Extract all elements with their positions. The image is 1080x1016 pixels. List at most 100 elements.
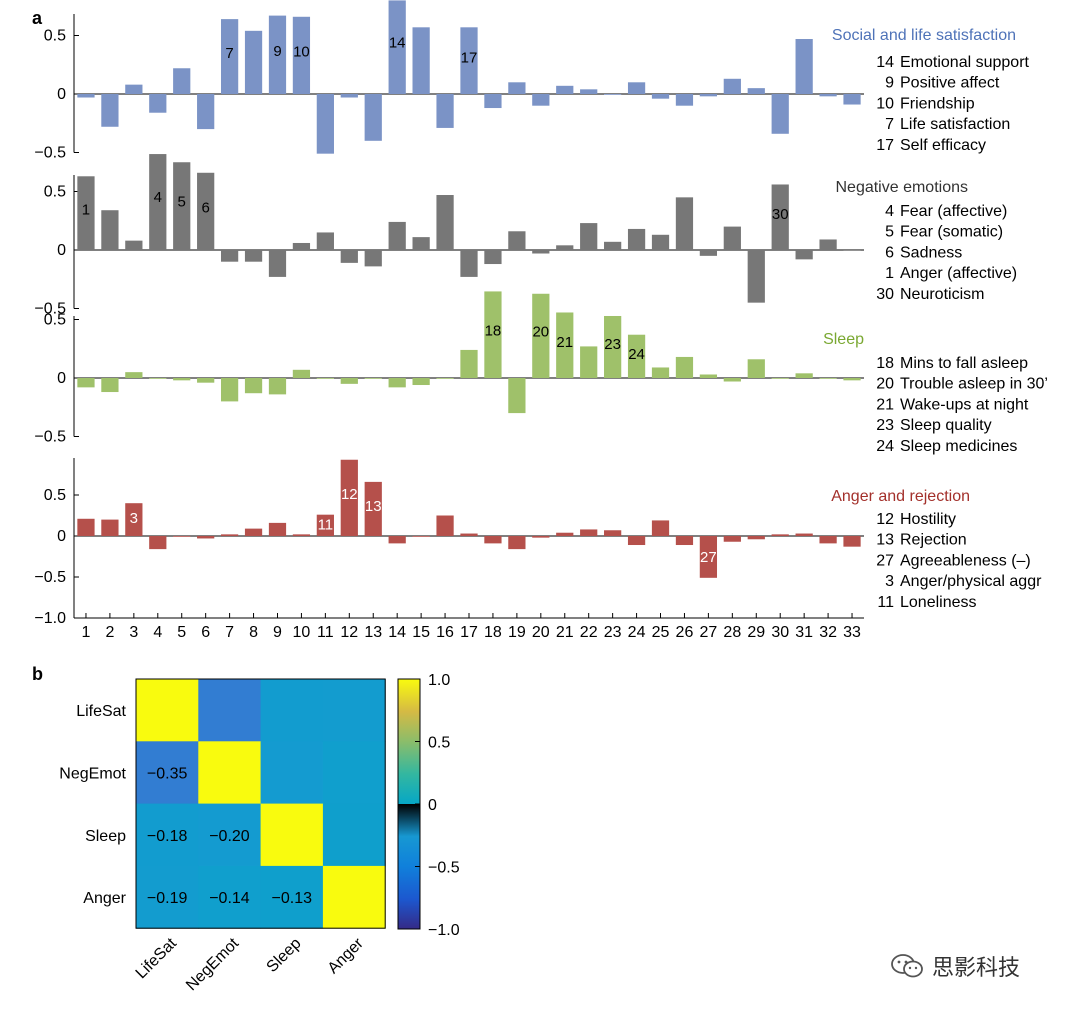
bar-28 — [723, 378, 741, 382]
bar-18 — [484, 536, 502, 544]
x-tick-label: 30 — [771, 624, 789, 641]
bar-label-11: 11 — [318, 516, 334, 533]
bar-18 — [484, 291, 502, 378]
bar-28 — [723, 226, 741, 250]
bar-label-5: 5 — [178, 194, 186, 211]
legend-label: Mins to fall asleep — [900, 355, 1028, 372]
bar-8 — [244, 528, 263, 536]
bar-16 — [436, 94, 454, 128]
x-tick-label: 7 — [225, 624, 234, 641]
cell-value: −0.20 — [209, 828, 250, 845]
bar-5 — [173, 378, 191, 381]
colorbar-tick-label: 1.0 — [428, 672, 450, 689]
legend-label: Anger/physical aggr — [900, 573, 1042, 590]
bar-20 — [532, 293, 550, 378]
colorbar: 1.0 0.5 0 −0.5 −1.0 — [397, 672, 460, 939]
bar-label-10: 10 — [293, 44, 310, 61]
bar-11 — [316, 514, 334, 536]
legend-number: 20 — [876, 376, 894, 393]
bar-30 — [771, 534, 789, 536]
bar-13 — [364, 378, 382, 379]
legend-number: 24 — [876, 438, 894, 455]
x-tick-label: 31 — [795, 624, 813, 641]
bar-11 — [316, 378, 334, 379]
bar-31 — [795, 250, 813, 260]
bar-5 — [173, 536, 191, 537]
heatmap-cell — [198, 803, 262, 867]
bar-30 — [771, 184, 789, 250]
heatmap-cell — [136, 741, 199, 805]
col-label: Sleep — [264, 935, 305, 976]
bar-22 — [580, 529, 598, 536]
bar-13 — [364, 481, 382, 536]
x-tick-label: 32 — [819, 624, 837, 641]
legend-label: Positive affect — [900, 75, 1000, 92]
bar-27 — [699, 536, 718, 578]
y-tick-label: −0.5 — [34, 301, 66, 318]
bar-32 — [819, 536, 837, 544]
bar-17 — [460, 349, 478, 378]
bar-6 — [197, 378, 215, 383]
watermark-text: 思影科技 — [932, 956, 1021, 981]
y-tick-label: 0 — [57, 86, 66, 103]
panel-b-heatmap: −0.35−0.18 −0.20−0.19 −0.14 −0.13LifeSatNeg… — [59, 672, 459, 994]
legend-number: 14 — [876, 54, 894, 71]
x-tick-label: 4 — [153, 624, 162, 641]
bar-14 — [388, 536, 406, 544]
bar-29 — [747, 250, 765, 303]
y-tick-label: −0.5 — [34, 145, 66, 162]
bar-label-17: 17 — [461, 49, 478, 66]
bar-label-4: 4 — [154, 189, 162, 206]
legend-number: 11 — [877, 594, 894, 611]
bar-1 — [77, 378, 95, 388]
bar-23 — [604, 530, 622, 536]
bar-16 — [436, 515, 454, 536]
colorbar-tick-label: 0.5 — [428, 735, 450, 752]
col-label: LifeSat — [133, 935, 181, 983]
bar-14 — [388, 0, 406, 94]
colorbar-tick-label: 0 — [428, 797, 437, 814]
bar-7 — [220, 534, 239, 536]
x-tick-label: 18 — [484, 624, 502, 641]
bar-25 — [651, 234, 670, 250]
bar-label-23: 23 — [604, 336, 621, 353]
subplot-title: Anger and rejection — [831, 488, 970, 505]
cell-value: −0.13 — [272, 890, 313, 907]
bar-label-7: 7 — [225, 45, 233, 62]
legend-number: 10 — [876, 95, 894, 112]
bar-31 — [795, 373, 813, 378]
bar-label-13: 13 — [365, 498, 382, 515]
x-tick-label: 16 — [436, 624, 454, 641]
bar-13 — [364, 94, 382, 141]
row-label: NegEmot — [59, 765, 126, 782]
bar-label-21: 21 — [556, 334, 573, 351]
bar-12 — [340, 250, 358, 263]
heatmap-cell — [260, 679, 324, 742]
legend-label: Self efficacy — [900, 137, 986, 154]
legend-number: 13 — [876, 532, 894, 549]
bar-18 — [484, 94, 502, 109]
bar-28 — [723, 78, 741, 94]
legend-number: 27 — [876, 552, 894, 569]
bar-12 — [340, 459, 358, 536]
bar-3 — [125, 372, 143, 378]
heatmap-cell — [260, 803, 324, 867]
legend-number: 30 — [876, 286, 894, 303]
bar-19 — [508, 536, 526, 550]
row-label: LifeSat — [76, 703, 126, 720]
heatmap-cell — [136, 803, 199, 867]
x-tick-label: 21 — [556, 624, 574, 641]
x-tick-label: 8 — [249, 624, 258, 641]
col-label: NegEmot — [183, 935, 243, 995]
bar-label-14: 14 — [389, 35, 406, 52]
bar-10 — [292, 242, 311, 250]
watermark: 思影科技 — [890, 950, 1020, 982]
bar-21 — [556, 532, 574, 536]
bar-3 — [125, 84, 143, 94]
x-tick-label: 9 — [273, 624, 282, 641]
bar-label-9: 9 — [273, 43, 281, 60]
row-label: Anger — [83, 890, 126, 907]
bar-9 — [268, 15, 287, 94]
legend-label: Life satisfaction — [900, 116, 1010, 133]
